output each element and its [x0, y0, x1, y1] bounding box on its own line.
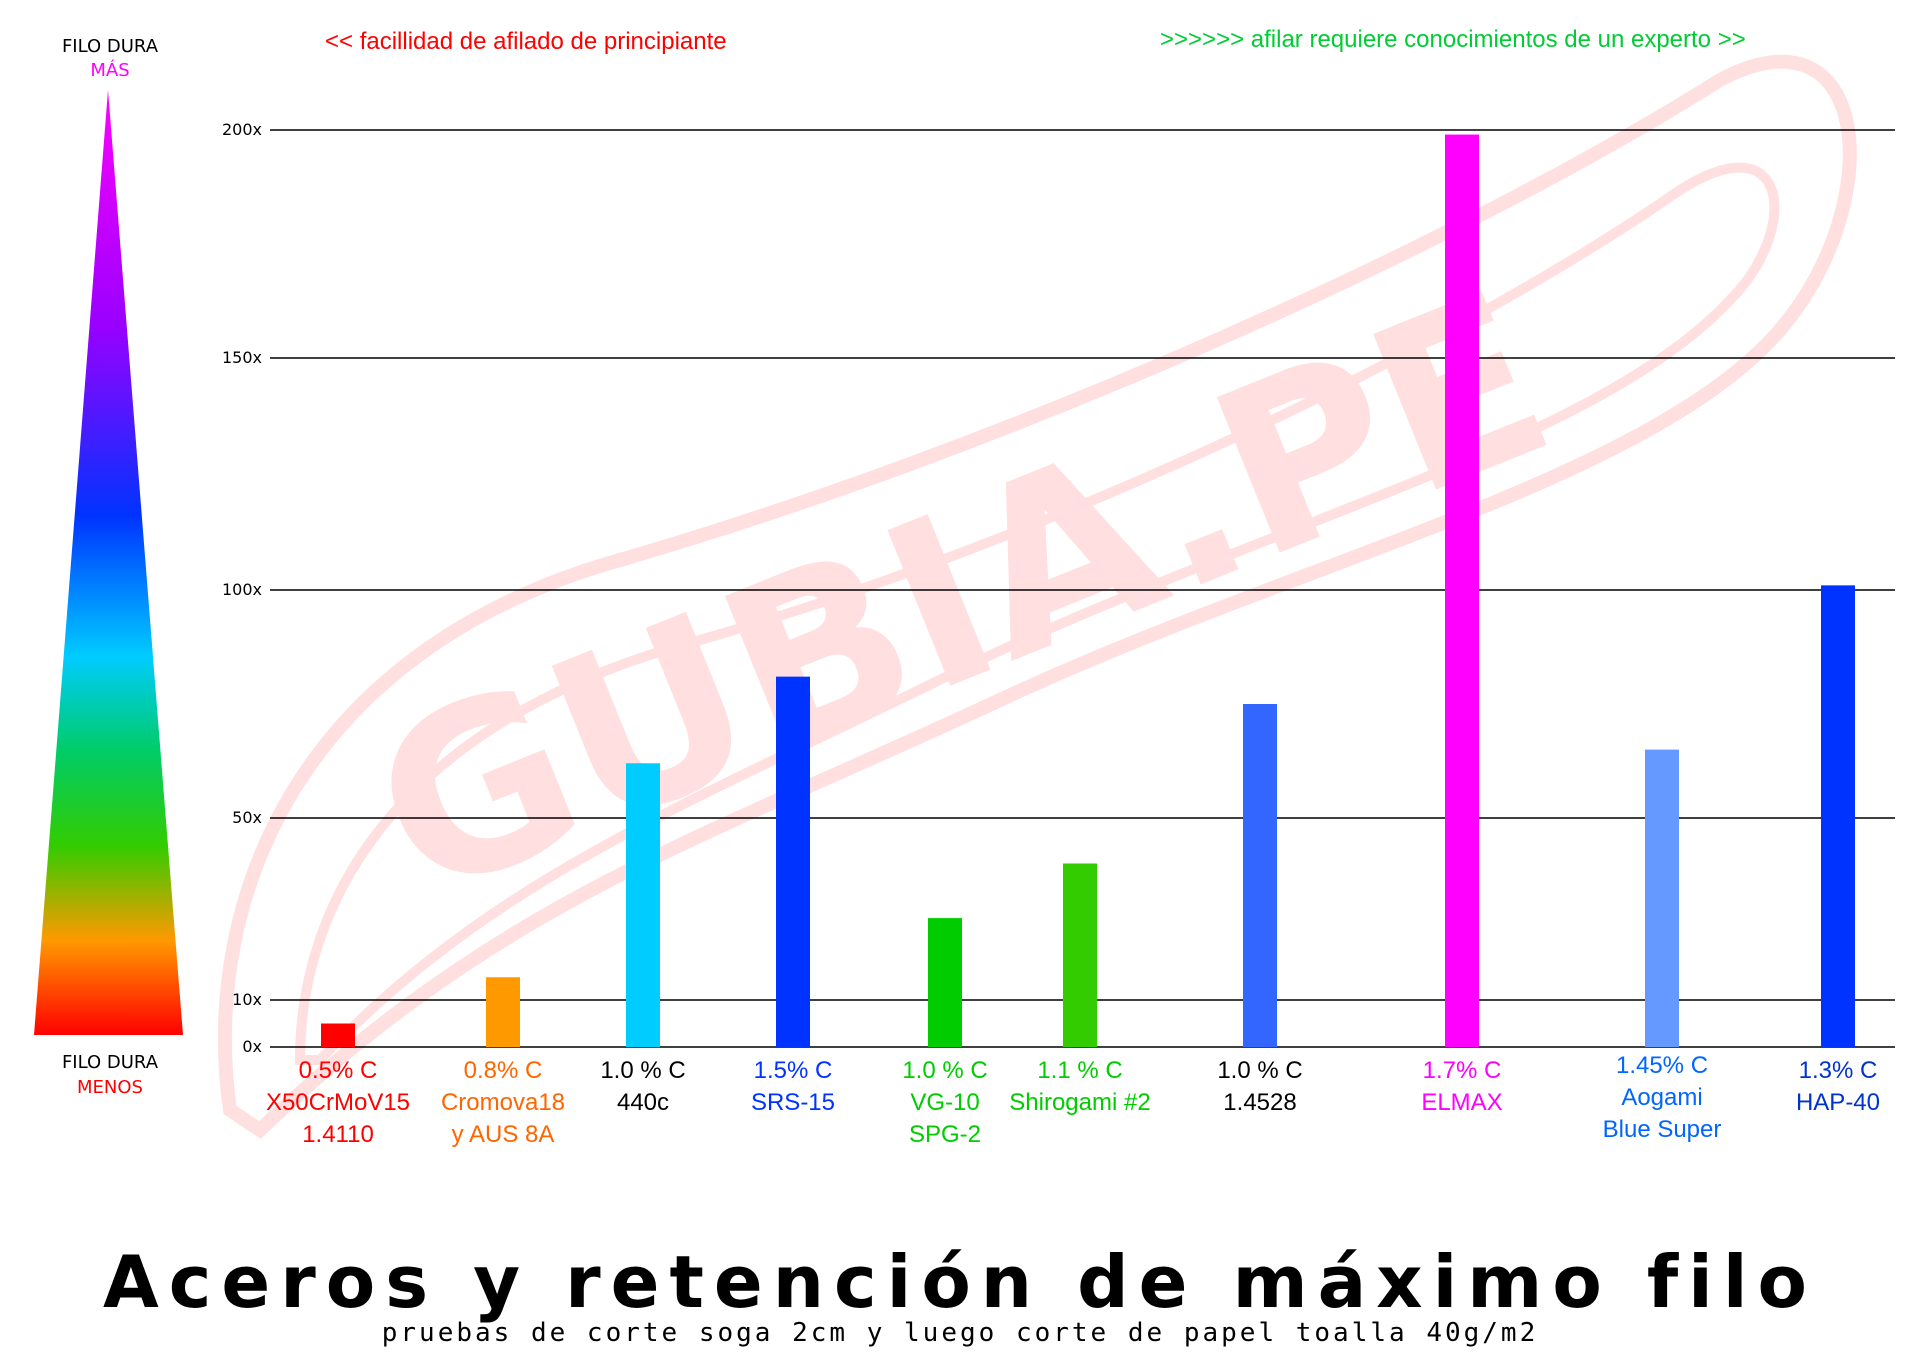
category-label-line: ELMAX — [1421, 1089, 1503, 1116]
bar-8 — [1645, 749, 1679, 1047]
bar-0 — [321, 1023, 355, 1047]
category-label-line: y AUS 8A — [451, 1121, 555, 1148]
category-label: 1.0 % C VG-10 SPG-2 — [845, 1055, 1045, 1151]
bar-1 — [486, 977, 520, 1047]
category-label-line: 1.7% C — [1422, 1057, 1502, 1084]
annotation-left: << facillidad de afilado de principiante — [325, 28, 727, 55]
category-label-line: Cromova18 — [440, 1089, 566, 1116]
category-label-line: VG-10 — [910, 1089, 980, 1116]
bars — [321, 134, 1855, 1047]
category-label-line: 440c — [616, 1089, 670, 1116]
y-tick-label: 150x — [222, 348, 262, 367]
category-label-line: SPG-2 — [908, 1121, 982, 1148]
category-label: 1.3% C HAP-40 — [1738, 1055, 1920, 1119]
category-label-line: 0.8% C — [463, 1057, 543, 1084]
category-label: 1.0 % C 440c — [543, 1055, 743, 1119]
bar-7 — [1445, 134, 1479, 1047]
category-label-line: SRS-15 — [750, 1089, 836, 1116]
category-label-line: 1.1 % C — [1037, 1057, 1123, 1084]
category-label-line: Blue Super — [1602, 1116, 1722, 1143]
category-label-line: Aogami — [1621, 1084, 1703, 1111]
bar-2 — [626, 763, 660, 1047]
hardness-gradient-triangle — [34, 90, 183, 1035]
category-label-line: 0.5% C — [298, 1057, 378, 1084]
category-label-line: 1.4110 — [302, 1121, 374, 1148]
category-label-line: 1.4528 — [1223, 1089, 1297, 1116]
category-label: 1.7% C ELMAX — [1362, 1055, 1562, 1119]
y-tick-label: 10x — [232, 990, 262, 1009]
y-tick-label: 0x — [242, 1037, 262, 1056]
category-label: 1.45% C Aogami Blue Super — [1562, 1050, 1762, 1146]
category-label-line: 1.0 % C — [600, 1057, 686, 1084]
category-label-line: 1.0 % C — [1217, 1057, 1303, 1084]
legend-bottom-sublabel: MENOS — [77, 1077, 143, 1098]
category-label: 1.5% C SRS-15 — [693, 1055, 893, 1119]
chart-subtitle: pruebas de corte soga 2cm y luego corte … — [381, 1318, 1539, 1348]
category-label: 1.0 % C 1.4528 — [1160, 1055, 1360, 1119]
y-tick-label: 100x — [222, 580, 262, 599]
category-label-line: 1.45% C — [1615, 1052, 1709, 1079]
category-label: 0.8% C Cromova18 y AUS 8A — [403, 1055, 603, 1151]
y-tick-label: 50x — [232, 808, 262, 827]
legend-top-label: FILO DURA — [61, 36, 159, 57]
category-label-line: 1.5% C — [753, 1057, 833, 1084]
watermark-logo: GUBIA.PE — [217, 54, 1857, 1139]
bar-5 — [1063, 863, 1097, 1047]
bar-3 — [776, 676, 810, 1047]
y-tick-labels: 0x 10x 50x 100x 150x 200x — [222, 120, 262, 1056]
legend-bottom-label: FILO DURA — [61, 1052, 159, 1073]
category-label-line: 1.3% C — [1798, 1057, 1878, 1084]
category-label-line: Shirogami #2 — [1009, 1089, 1151, 1116]
category-label: 0.5% C X50CrMoV15 1.4110 — [238, 1055, 438, 1151]
category-label-line: 1.0 % C — [902, 1057, 988, 1084]
legend-top-sublabel: MÁS — [90, 60, 130, 81]
category-label-line: X50CrMoV15 — [265, 1089, 411, 1116]
bar-6 — [1243, 704, 1277, 1047]
y-tick-label: 200x — [222, 120, 262, 139]
chart-title: Aceros y retención de máximo filo — [103, 1240, 1817, 1324]
bar-9 — [1821, 585, 1855, 1047]
annotation-right: >>>>>> afilar requiere conocimientos de … — [1160, 26, 1746, 53]
category-label: 1.1 % C Shirogami #2 — [980, 1055, 1180, 1119]
category-label-line: HAP-40 — [1795, 1089, 1881, 1116]
bar-4 — [928, 918, 962, 1047]
